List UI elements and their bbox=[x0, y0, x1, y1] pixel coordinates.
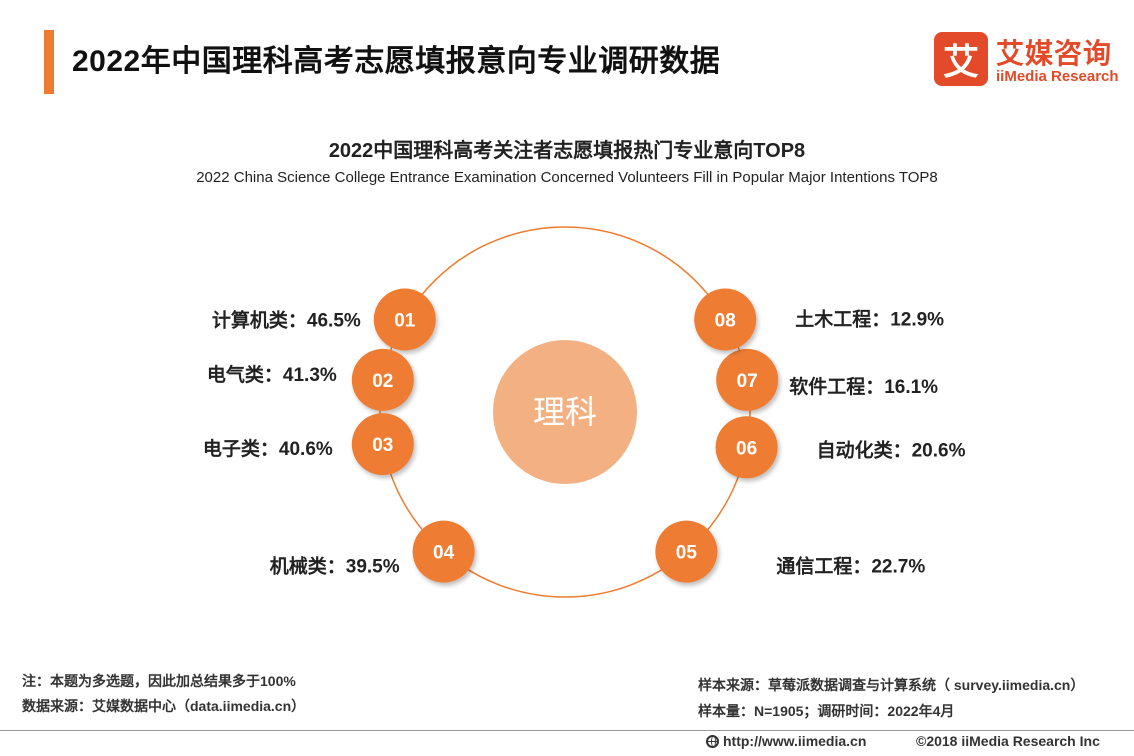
major-label-03: 电子类：40.6% bbox=[203, 437, 333, 460]
rank-badge-06 bbox=[715, 416, 778, 479]
rank-badge-01 bbox=[373, 288, 436, 351]
center-label: 理科 bbox=[533, 394, 597, 430]
rank-badge-03 bbox=[351, 413, 414, 476]
major-label-07: 软件工程：16.1% bbox=[789, 375, 938, 398]
major-label-02: 电气类：41.3% bbox=[207, 363, 337, 386]
chart-subtitle: 2022 China Science College Entrance Exam… bbox=[196, 169, 938, 186]
rank-number-04: 04 bbox=[433, 543, 455, 564]
rank-badge-05 bbox=[655, 520, 718, 583]
sample-source: 样本来源：草莓派数据调查与计算系统（ survey.iimedia.cn） bbox=[698, 677, 1085, 693]
data-source: 数据来源：艾媒数据中心（data.iimedia.cn） bbox=[22, 698, 306, 714]
footer-copyright: ©2018 iiMedia Research Inc bbox=[916, 733, 1100, 749]
major-label-04: 机械类：39.5% bbox=[270, 555, 400, 578]
chart-title: 2022中国理科高考关注者志愿填报热门专业意向TOP8 bbox=[328, 140, 806, 162]
globe-icon bbox=[706, 735, 719, 748]
rank-number-02: 02 bbox=[372, 371, 393, 392]
rank-number-01: 01 bbox=[394, 311, 416, 332]
major-label-05: 通信工程：22.7% bbox=[776, 555, 925, 578]
rank-number-06: 06 bbox=[736, 438, 757, 459]
rank-number-05: 05 bbox=[676, 543, 698, 564]
note-multiple-choice: 注：本题为多选题，因此加总结果多于100% bbox=[22, 673, 296, 689]
rank-badge-02 bbox=[351, 348, 414, 411]
footer-url-text[interactable]: http://www.iimedia.cn bbox=[723, 733, 867, 749]
ring-circle bbox=[379, 226, 751, 598]
title-accent-bar bbox=[44, 30, 54, 94]
sample-size: 样本量：N=1905；调研时间：2022年4月 bbox=[698, 703, 955, 719]
footer-url[interactable]: http://www.iimedia.cn bbox=[706, 733, 866, 749]
rank-number-03: 03 bbox=[372, 435, 393, 456]
rank-badge-04 bbox=[412, 520, 475, 583]
logo-name-cn: 艾媒咨询 bbox=[996, 38, 1113, 69]
page-title: 2022年中国理科高考志愿填报意向专业调研数据 bbox=[72, 45, 721, 78]
major-label-08: 土木工程：12.9% bbox=[795, 308, 944, 331]
rank-badge-07 bbox=[716, 348, 779, 411]
rank-number-08: 08 bbox=[715, 311, 736, 332]
logo-mark: 艾 bbox=[934, 32, 988, 86]
footer-divider bbox=[0, 730, 1134, 731]
major-label-01: 计算机类：46.5% bbox=[212, 309, 361, 332]
major-label-06: 自动化类：20.6% bbox=[817, 438, 966, 461]
rank-badge-08 bbox=[694, 288, 757, 351]
logo-name-en: iiMedia Research bbox=[996, 68, 1119, 85]
logo: 艾 艾媒咨询 iiMedia Research bbox=[934, 32, 1119, 88]
center-circle bbox=[493, 340, 637, 484]
rank-number-07: 07 bbox=[737, 371, 758, 392]
